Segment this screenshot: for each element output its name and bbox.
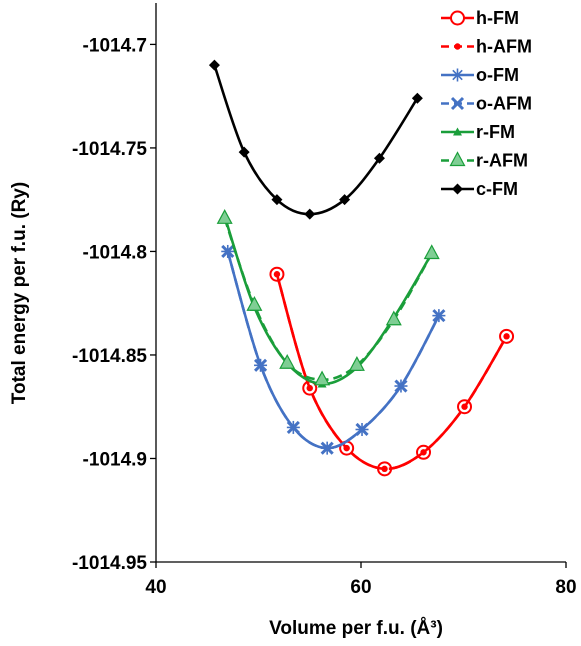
legend-swatch-marker [450, 96, 465, 111]
x-tick-label: 40 [145, 577, 166, 598]
legend-swatch-marker [453, 127, 462, 136]
legend-swatch-marker [450, 10, 465, 26]
legend-item-c-FM: c-FM [441, 179, 518, 199]
series-r-AFM [216, 209, 440, 386]
data-point-h-AFM [306, 384, 313, 392]
data-point-h-AFM [273, 271, 281, 278]
y-tick-label: -1014.95 [72, 553, 147, 574]
x-axis-title: Volume per f.u. (Å³) [269, 618, 443, 639]
series-line-h-FM [275, 273, 508, 471]
data-point-c-FM [271, 194, 283, 206]
x-stroke [253, 358, 268, 372]
data-point-c-FM [339, 194, 351, 206]
data-point-r-AFM [216, 209, 233, 224]
legend-item-o-FM: o-FM [441, 65, 519, 85]
x-stroke [450, 96, 465, 111]
legend-item-r-FM: r-FM [441, 122, 515, 142]
x-stroke [286, 420, 300, 434]
data-point-o-AFM [394, 379, 408, 393]
x-stroke [394, 379, 408, 393]
legend-item-o-AFM: o-AFM [441, 94, 532, 114]
data-point-c-FM [238, 146, 250, 158]
x-tick-label: 60 [350, 577, 371, 598]
legend-item-h-AFM: h-AFM [441, 37, 532, 57]
data-point-h-AFM [461, 403, 468, 410]
series-o-AFM [221, 244, 446, 455]
star-stroke [452, 69, 463, 81]
legend-item-h-FM: h-FM [441, 8, 519, 28]
legend-swatch-marker [454, 43, 461, 50]
y-tick-label: -1014.9 [83, 449, 147, 470]
data-point-c-FM [208, 59, 220, 71]
legend-swatch-marker [449, 151, 466, 167]
series-h-FM [269, 266, 515, 477]
y-tick-label: -1014.7 [83, 35, 147, 56]
axes: -1014.7 -1014.75 -1014.8 -1014.85 -1014.9 -10… [72, 3, 577, 598]
legend-label: r-AFM [476, 151, 528, 171]
legend-label: r-FM [476, 122, 515, 142]
x-stroke [355, 422, 369, 437]
x-stroke [320, 441, 334, 455]
legend-label: c-FM [476, 179, 518, 199]
y-tick-label: -1014.85 [72, 346, 147, 367]
data-point-r-AFM [279, 353, 296, 369]
data-point-o-AFM [432, 309, 446, 323]
data-point-h-AFM [503, 333, 510, 340]
y-tick-label: -1014.75 [72, 139, 147, 160]
legend-label: o-AFM [476, 94, 532, 114]
y-axis-title: Total energy per f.u. (Ry) [9, 182, 30, 404]
legend-swatch-marker [452, 183, 463, 195]
series-line-c-FM [213, 64, 419, 216]
y-tick-label: -1014.8 [83, 242, 147, 263]
x-tick-label: 80 [555, 577, 576, 598]
data-point-h-AFM [381, 465, 388, 473]
legend-item-r-AFM: r-AFM [441, 151, 528, 171]
legend-swatch-marker [451, 68, 464, 82]
x-stroke [432, 309, 446, 323]
data-point-o-AFM [253, 358, 268, 372]
series-line-o-FM [226, 251, 441, 450]
series-h-AFM [273, 271, 510, 473]
legend: h-FM h-AFM o-FM o-AFM r-FM r-AFM c-FM [441, 8, 532, 199]
data-point-h-AFM [343, 444, 350, 452]
legend-label: h-AFM [476, 37, 532, 57]
series-line-h-AFM [275, 273, 508, 471]
x-stroke [221, 244, 235, 259]
data-point-h-AFM [420, 449, 427, 456]
series-c-FM [208, 59, 423, 220]
data-point-c-FM [411, 92, 423, 104]
data-point-c-FM [373, 152, 385, 164]
data-point-o-AFM [286, 420, 300, 434]
data-point-r-AFM [423, 244, 440, 260]
data-point-o-AFM [320, 441, 334, 455]
series-layer [208, 59, 515, 477]
data-point-r-AFM [314, 370, 331, 386]
legend-label: h-FM [476, 8, 519, 28]
data-point-r-AFM [385, 310, 402, 326]
data-point-c-FM [304, 208, 316, 220]
series-line-o-AFM [226, 251, 441, 450]
data-point-o-AFM [355, 422, 369, 437]
data-point-r-AFM [246, 296, 263, 311]
data-point-o-AFM [221, 244, 235, 259]
legend-label: o-FM [476, 65, 519, 85]
data-point-r-AFM [348, 356, 365, 371]
